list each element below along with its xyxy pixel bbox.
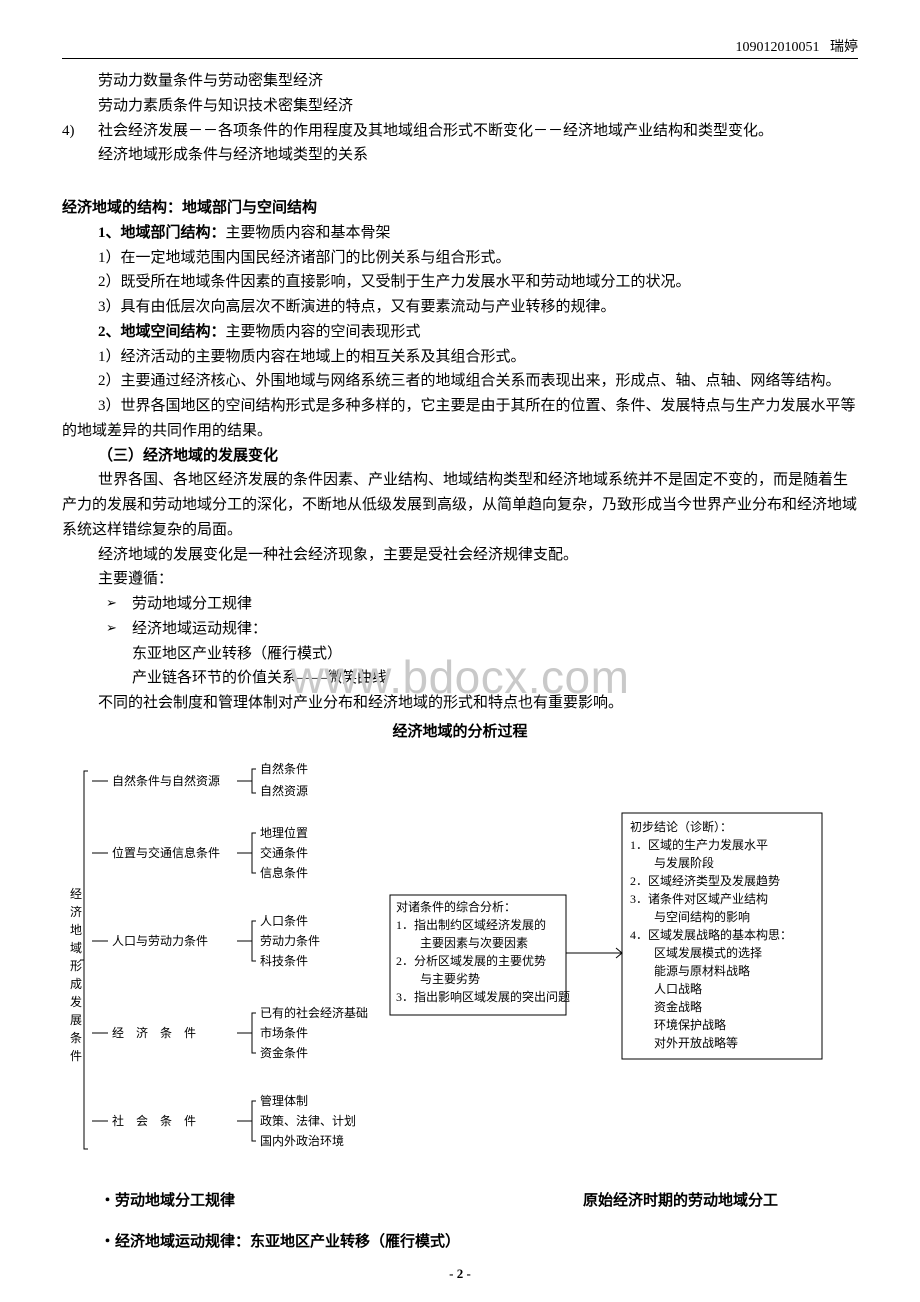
section-heading: （三）经济地域的发展变化 [62, 444, 858, 469]
svg-text:与发展阶段: 与发展阶段 [630, 855, 714, 870]
svg-text:与主要劣势: 与主要劣势 [396, 972, 480, 986]
body-line: 东亚地区产业转移（雁行模式） [62, 642, 858, 667]
svg-text:地: 地 [70, 923, 82, 937]
svg-text:2．区域经济类型及发展趋势: 2．区域经济类型及发展趋势 [630, 873, 780, 888]
svg-text:区域发展模式的选择: 区域发展模式的选择 [630, 945, 762, 960]
svg-text:能源与原材料战略: 能源与原材料战略 [630, 963, 750, 978]
svg-text:对诸条件的综合分析：: 对诸条件的综合分析： [396, 899, 516, 914]
body-line: 经济地域的发展变化是一种社会经济现象，主要是受社会经济规律支配。 [62, 543, 858, 568]
svg-text:1．区域的生产力发展水平: 1．区域的生产力发展水平 [630, 837, 768, 852]
svg-text:环境保护战略: 环境保护战略 [630, 1017, 726, 1032]
svg-text:信息条件: 信息条件 [260, 865, 308, 880]
body-line: 劳动力数量条件与劳动密集型经济 [62, 69, 858, 94]
body-line: 1）经济活动的主要物质内容在地域上的相互关系及其组合形式。 [62, 345, 858, 370]
svg-text:3．指出影响区域发展的突出问题: 3．指出影响区域发展的突出问题 [396, 989, 570, 1004]
body-line: 经济地域形成条件与经济地域类型的关系 [62, 143, 858, 168]
body-text: 主要物质内容和基本骨架 [226, 225, 391, 241]
svg-text:资金条件: 资金条件 [260, 1045, 308, 1060]
body-line: 2）既受所在地域条件因素的直接影响，又受制于生产力发展水平和劳动地域分工的状况。 [62, 270, 858, 295]
body-line: ・经济地域运动规律：东亚地区产业转移（雁行模式） [62, 1230, 858, 1255]
svg-text:2．分析区域发展的主要优势: 2．分析区域发展的主要优势 [396, 953, 546, 968]
doc-author: 瑞婷 [830, 40, 858, 55]
bullet-item: 经济地域运动规律： [62, 617, 858, 642]
svg-text:管理体制: 管理体制 [260, 1093, 308, 1108]
svg-text:国内外政治环境: 国内外政治环境 [260, 1133, 344, 1148]
body-line: 产业链各环节的价值关系——微笑曲线 [62, 666, 858, 691]
body-paragraph: 世界各国、各地区经济发展的条件因素、产业结构、地域结构类型和经济地域系统并不是固… [62, 468, 858, 542]
svg-text:地理位置: 地理位置 [260, 825, 308, 840]
svg-text:域: 域 [70, 941, 82, 955]
svg-text:主要因素与次要因素: 主要因素与次要因素 [396, 936, 528, 950]
svg-text:已有的社会经济基础: 已有的社会经济基础 [260, 1005, 368, 1020]
svg-text:位置与交通信息条件: 位置与交通信息条件 [112, 845, 220, 860]
sub-heading: 1、地域部门结构： [98, 225, 226, 241]
post-diagram-block: ・劳动地域分工规律 原始经济时期的劳动地域分工 ・经济地域运动规律：东亚地区产业… [62, 1189, 858, 1255]
body-text: 3）世界各国地区的空间结构形式是多种多样的，它主要是由于其所在的位置、条件、发展… [62, 398, 856, 439]
body-row: ・劳动地域分工规律 原始经济时期的劳动地域分工 [62, 1189, 858, 1214]
svg-text:自然条件: 自然条件 [260, 761, 308, 776]
svg-text:展: 展 [70, 1013, 82, 1027]
svg-text:对外开放战略等: 对外开放战略等 [630, 1035, 738, 1050]
body-line: 3）具有由低层次向高层次不断演进的特点，又有要素流动与产业转移的规律。 [62, 295, 858, 320]
body-text: 社会经济发展－－各项条件的作用程度及其地域组合形式不断变化－－经济地域产业结构和… [98, 119, 858, 144]
svg-text:成: 成 [70, 977, 82, 991]
diagram-title: 经济地域的分析过程 [62, 720, 858, 745]
body-paragraph: 2）主要通过经济核心、外围地域与网络系统三者的地域组合关系而表现出来，形成点、轴… [62, 369, 858, 394]
svg-text:件: 件 [70, 1049, 82, 1063]
svg-text:政策、法律、计划: 政策、法律、计划 [260, 1114, 356, 1128]
svg-text:人口条件: 人口条件 [260, 914, 308, 928]
svg-text:与空间结构的影响: 与空间结构的影响 [630, 909, 750, 924]
svg-text:社 会 条 件: 社 会 条 件 [112, 1113, 196, 1128]
svg-text:4．区域发展战略的基本构思：: 4．区域发展战略的基本构思： [630, 927, 792, 942]
list-marker: 4) [62, 119, 98, 144]
svg-text:劳动力条件: 劳动力条件 [260, 934, 320, 948]
svg-text:自然条件与自然资源: 自然条件与自然资源 [112, 773, 220, 788]
page-header-meta: 109012010051 瑞婷 [736, 36, 859, 59]
svg-text:经: 经 [70, 887, 82, 901]
svg-text:资金战略: 资金战略 [630, 999, 702, 1014]
svg-text:发: 发 [70, 994, 82, 1009]
svg-text:交通条件: 交通条件 [260, 845, 308, 860]
svg-text:3．诸条件对区域产业结构: 3．诸条件对区域产业结构 [630, 891, 768, 906]
bullet-item: 劳动地域分工规律 [62, 592, 858, 617]
svg-text:市场条件: 市场条件 [260, 1025, 308, 1040]
body-text: 原始经济时期的劳动地域分工 [583, 1189, 858, 1214]
sub-heading: 2、地域空间结构： [98, 324, 226, 340]
body-text: ・劳动地域分工规律 [62, 1189, 235, 1214]
svg-text:形: 形 [70, 959, 82, 973]
body-line: 1）在一定地域范围内国民经济诸部门的比例关系与组合形式。 [62, 246, 858, 271]
section-heading: 经济地域的结构：地域部门与空间结构 [62, 196, 858, 221]
svg-text:条: 条 [70, 1031, 82, 1045]
body-line: 1、地域部门结构：主要物质内容和基本骨架 [62, 221, 858, 246]
body-line: 2、地域空间结构：主要物质内容的空间表现形式 [62, 320, 858, 345]
svg-text:自然资源: 自然资源 [260, 783, 308, 798]
body-text: 2）主要通过经济核心、外围地域与网络系统三者的地域组合关系而表现出来，形成点、轴… [98, 373, 841, 389]
body-line: 4) 社会经济发展－－各项条件的作用程度及其地域组合形式不断变化－－经济地域产业… [62, 119, 858, 144]
doc-id: 109012010051 [736, 40, 820, 55]
svg-text:人口与劳动力条件: 人口与劳动力条件 [112, 934, 208, 948]
body-line: 不同的社会制度和管理体制对产业分布和经济地域的形式和特点也有重要影响。 [62, 691, 858, 716]
svg-text:科技条件: 科技条件 [260, 954, 308, 968]
body-paragraph: 3）世界各国地区的空间结构形式是多种多样的，它主要是由于其所在的位置、条件、发展… [62, 394, 858, 444]
body-line: 劳动力素质条件与知识技术密集型经济 [62, 94, 858, 119]
svg-text:人口战略: 人口战略 [630, 981, 702, 996]
analysis-diagram: 经 济 地 域 形 成 发 展 条 件 自然条件与自然资源 自然条件 自然资源 … [62, 753, 858, 1182]
svg-text:经 济 条 件: 经 济 条 件 [112, 1025, 196, 1040]
svg-text:1．指出制约区域经济发展的: 1．指出制约区域经济发展的 [396, 917, 546, 932]
svg-text:初步结论（诊断）：: 初步结论（诊断）： [630, 819, 732, 834]
document-body: 劳动力数量条件与劳动密集型经济 劳动力素质条件与知识技术密集型经济 4) 社会经… [62, 69, 858, 1255]
body-line: 主要遵循： [62, 567, 858, 592]
svg-text:济: 济 [70, 904, 82, 919]
body-text: 世界各国、各地区经济发展的条件因素、产业结构、地域结构类型和经济地域系统并不是固… [62, 472, 857, 538]
page-number: - 2 - [0, 1263, 920, 1284]
body-text: 主要物质内容的空间表现形式 [226, 324, 421, 340]
